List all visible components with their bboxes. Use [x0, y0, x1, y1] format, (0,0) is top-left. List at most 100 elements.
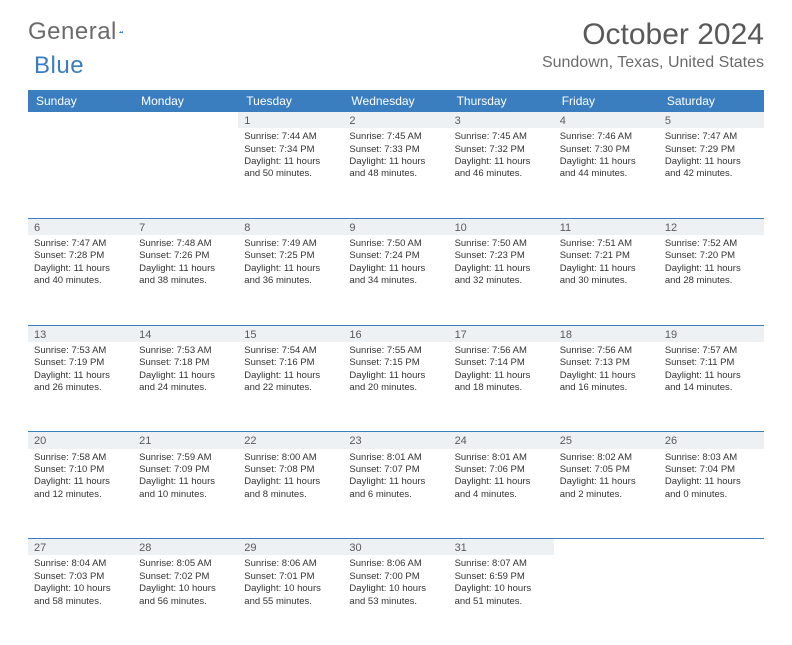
sun-info-line: and 36 minutes.: [244, 275, 337, 287]
sun-info-line: Daylight: 11 hours: [244, 263, 337, 275]
sun-info-line: and 16 minutes.: [560, 382, 653, 394]
sun-info-line: Sunrise: 8:06 AM: [244, 558, 337, 570]
sun-info-line: and 48 minutes.: [349, 168, 442, 180]
sun-info-line: Sunset: 7:34 PM: [244, 144, 337, 156]
day-number-cell: [133, 112, 238, 128]
sun-info-line: Sunset: 7:02 PM: [139, 571, 232, 583]
sun-info-line: Sunset: 7:15 PM: [349, 357, 442, 369]
day-number-cell: 15: [238, 325, 343, 342]
day-cell: Sunrise: 8:03 AMSunset: 7:04 PMDaylight:…: [659, 449, 764, 539]
day-cell: Sunrise: 7:51 AMSunset: 7:21 PMDaylight:…: [554, 235, 659, 325]
sun-info-line: and 14 minutes.: [665, 382, 758, 394]
day-cell: Sunrise: 8:06 AMSunset: 7:01 PMDaylight:…: [238, 555, 343, 645]
sun-info-line: and 34 minutes.: [349, 275, 442, 287]
sun-info-line: and 42 minutes.: [665, 168, 758, 180]
day-number-cell: [28, 112, 133, 128]
day-number-cell: 13: [28, 325, 133, 342]
day-number-cell: 7: [133, 218, 238, 235]
sun-info-line: Sunrise: 7:47 AM: [34, 238, 127, 250]
sun-info-line: Sunrise: 7:53 AM: [139, 345, 232, 357]
sun-info-line: Sunrise: 7:57 AM: [665, 345, 758, 357]
sun-info-line: Daylight: 11 hours: [349, 156, 442, 168]
day-number-cell: 23: [343, 432, 448, 449]
sun-info-line: Daylight: 11 hours: [665, 263, 758, 275]
sun-info-line: Sunrise: 7:50 AM: [455, 238, 548, 250]
day-cell: Sunrise: 7:46 AMSunset: 7:30 PMDaylight:…: [554, 128, 659, 218]
weekday-header: Sunday: [28, 90, 133, 112]
sun-info-line: Sunrise: 7:47 AM: [665, 131, 758, 143]
day-cell: Sunrise: 7:56 AMSunset: 7:14 PMDaylight:…: [449, 342, 554, 432]
day-number-cell: 27: [28, 539, 133, 556]
sun-info-line: and 24 minutes.: [139, 382, 232, 394]
sun-info-line: and 18 minutes.: [455, 382, 548, 394]
day-number-cell: 30: [343, 539, 448, 556]
sun-info-line: Sunset: 7:07 PM: [349, 464, 442, 476]
sun-info-line: Sunset: 7:01 PM: [244, 571, 337, 583]
day-number-row: 2728293031: [28, 539, 764, 556]
sun-info-line: and 32 minutes.: [455, 275, 548, 287]
day-cell: Sunrise: 7:45 AMSunset: 7:33 PMDaylight:…: [343, 128, 448, 218]
day-number-cell: 12: [659, 218, 764, 235]
sun-info-line: Daylight: 11 hours: [34, 370, 127, 382]
day-content-row: Sunrise: 7:44 AMSunset: 7:34 PMDaylight:…: [28, 128, 764, 218]
sun-info-line: Sunrise: 8:06 AM: [349, 558, 442, 570]
day-cell: Sunrise: 8:04 AMSunset: 7:03 PMDaylight:…: [28, 555, 133, 645]
day-cell: Sunrise: 7:57 AMSunset: 7:11 PMDaylight:…: [659, 342, 764, 432]
day-number-row: 6789101112: [28, 218, 764, 235]
day-number-row: 20212223242526: [28, 432, 764, 449]
sun-info-line: Sunrise: 7:51 AM: [560, 238, 653, 250]
day-content-row: Sunrise: 8:04 AMSunset: 7:03 PMDaylight:…: [28, 555, 764, 645]
sun-info-line: and 10 minutes.: [139, 489, 232, 501]
sun-info-line: Daylight: 10 hours: [349, 583, 442, 595]
sun-info-line: Daylight: 11 hours: [349, 263, 442, 275]
sun-info-line: Sunset: 7:29 PM: [665, 144, 758, 156]
sun-info-line: and 12 minutes.: [34, 489, 127, 501]
day-cell: Sunrise: 7:55 AMSunset: 7:15 PMDaylight:…: [343, 342, 448, 432]
sun-info-line: Sunset: 7:26 PM: [139, 250, 232, 262]
wave-icon: [119, 24, 123, 40]
sun-info-line: Sunset: 7:21 PM: [560, 250, 653, 262]
sun-info-line: Sunrise: 8:07 AM: [455, 558, 548, 570]
day-number-cell: 3: [449, 112, 554, 128]
day-cell: [659, 555, 764, 645]
weekday-header: Friday: [554, 90, 659, 112]
day-number-cell: 31: [449, 539, 554, 556]
sun-info-line: Daylight: 11 hours: [139, 263, 232, 275]
sun-info-line: Sunrise: 7:54 AM: [244, 345, 337, 357]
sun-info-line: Sunset: 7:14 PM: [455, 357, 548, 369]
sun-info-line: Sunset: 7:30 PM: [560, 144, 653, 156]
sun-info-line: and 20 minutes.: [349, 382, 442, 394]
sun-info-line: Daylight: 11 hours: [34, 263, 127, 275]
day-cell: Sunrise: 8:06 AMSunset: 7:00 PMDaylight:…: [343, 555, 448, 645]
sun-info-line: Sunset: 7:18 PM: [139, 357, 232, 369]
sun-info-line: Daylight: 11 hours: [665, 156, 758, 168]
sun-info-line: Daylight: 11 hours: [244, 476, 337, 488]
sun-info-line: Sunrise: 8:05 AM: [139, 558, 232, 570]
day-cell: Sunrise: 8:05 AMSunset: 7:02 PMDaylight:…: [133, 555, 238, 645]
sun-info-line: Sunrise: 7:53 AM: [34, 345, 127, 357]
day-number-cell: 2: [343, 112, 448, 128]
sun-info-line: Sunrise: 7:45 AM: [349, 131, 442, 143]
brand-logo: General: [28, 18, 143, 46]
day-number-cell: 25: [554, 432, 659, 449]
calendar-table: Sunday Monday Tuesday Wednesday Thursday…: [28, 90, 764, 645]
sun-info-line: Sunset: 7:33 PM: [349, 144, 442, 156]
sun-info-line: Sunset: 7:03 PM: [34, 571, 127, 583]
sun-info-line: and 22 minutes.: [244, 382, 337, 394]
day-number-cell: 24: [449, 432, 554, 449]
sun-info-line: Sunrise: 8:02 AM: [560, 452, 653, 464]
sun-info-line: Sunrise: 7:52 AM: [665, 238, 758, 250]
day-number-cell: 6: [28, 218, 133, 235]
sun-info-line: Daylight: 11 hours: [34, 476, 127, 488]
day-number-cell: 16: [343, 325, 448, 342]
sun-info-line: and 40 minutes.: [34, 275, 127, 287]
sun-info-line: Daylight: 10 hours: [244, 583, 337, 595]
sun-info-line: Sunrise: 8:00 AM: [244, 452, 337, 464]
day-cell: Sunrise: 8:00 AMSunset: 7:08 PMDaylight:…: [238, 449, 343, 539]
day-content-row: Sunrise: 7:47 AMSunset: 7:28 PMDaylight:…: [28, 235, 764, 325]
day-number-cell: 19: [659, 325, 764, 342]
sun-info-line: and 46 minutes.: [455, 168, 548, 180]
day-cell: [28, 128, 133, 218]
sun-info-line: Sunset: 7:19 PM: [34, 357, 127, 369]
day-cell: Sunrise: 7:59 AMSunset: 7:09 PMDaylight:…: [133, 449, 238, 539]
